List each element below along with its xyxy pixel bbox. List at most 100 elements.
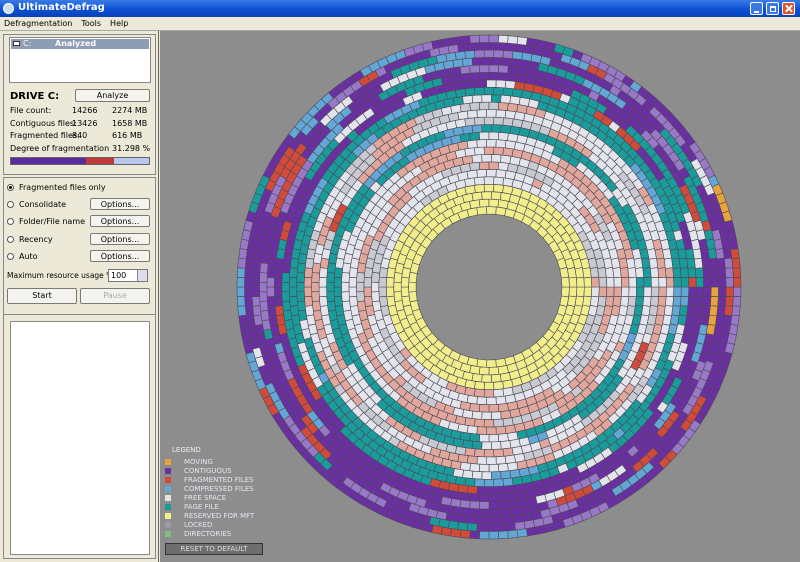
disk-block (245, 310, 255, 322)
start-button[interactable]: Start (7, 288, 77, 304)
disk-block (490, 441, 502, 450)
disk-block (481, 154, 492, 163)
analyze-button[interactable]: Analyze (75, 89, 150, 102)
disk-block (326, 272, 335, 283)
menu-item[interactable]: Tools (81, 19, 102, 28)
disk-block (686, 257, 696, 269)
disk-block (695, 267, 704, 279)
disk-block (251, 276, 260, 288)
drive-list[interactable]: C: Analyzed (9, 37, 151, 83)
disk-block (478, 531, 490, 540)
radio-button[interactable] (7, 235, 14, 243)
disk-block (490, 57, 502, 66)
radio-label[interactable]: Folder/File name (19, 217, 86, 227)
minimize-button[interactable] (750, 2, 763, 15)
disk-block (493, 478, 504, 488)
disk-block (665, 295, 674, 307)
legend-label: DIRECTORIES (184, 530, 232, 538)
disk-block (620, 276, 630, 288)
disk-block (591, 276, 600, 288)
disk-block (464, 117, 476, 127)
disk-block (259, 262, 269, 274)
radio-label[interactable]: Consolidate (19, 200, 67, 210)
disk-block (701, 257, 711, 269)
disk-block (333, 286, 343, 298)
disk-block (730, 248, 740, 260)
radio-label[interactable]: Fragmented files only (19, 183, 106, 192)
disk-block (483, 49, 495, 58)
disk-block (525, 526, 538, 537)
disk-block (495, 79, 507, 89)
drive-row[interactable]: C: Analyzed (11, 39, 149, 49)
stat-text: Fragmented files: (10, 131, 80, 140)
title-bar: UltimateDefrag (0, 0, 800, 17)
options-button[interactable]: Options... (90, 232, 150, 245)
disk-block (478, 161, 490, 170)
disk-block (730, 314, 740, 326)
disk-block (490, 411, 502, 420)
disk-block (504, 80, 516, 90)
radio-label[interactable]: Auto (19, 251, 38, 261)
disk-block (466, 42, 478, 52)
reset-button[interactable]: RESET TO DEFAULT (165, 543, 263, 555)
menu-item[interactable]: Defragmentation (4, 19, 73, 28)
disk-block (266, 276, 275, 288)
maximize-button[interactable] (766, 2, 779, 15)
disk-block (612, 267, 622, 279)
radio-button[interactable] (7, 201, 14, 209)
disk-block (274, 295, 283, 307)
disk-block (716, 305, 726, 317)
disk-block (495, 425, 507, 435)
disk-block (483, 516, 495, 525)
radio-button[interactable] (7, 184, 14, 191)
disk-block (493, 388, 505, 398)
radio-button[interactable] (7, 252, 14, 260)
resource-label: Maximum resource usage % (7, 271, 114, 280)
disk-block (474, 478, 485, 488)
disk-block (471, 124, 483, 134)
radio-label[interactable]: Recency (19, 234, 53, 244)
disk-block (462, 95, 474, 105)
disk-block (281, 272, 291, 283)
disk-block (613, 276, 623, 288)
close-button[interactable] (782, 2, 795, 15)
disk-block (488, 34, 500, 43)
disk-block (333, 276, 343, 288)
disk-block (304, 267, 313, 279)
stat-text: Degree of fragmentation (10, 143, 110, 153)
pause-button[interactable]: Pause (80, 288, 150, 304)
bar-fragmented (86, 158, 114, 164)
disk-block (244, 281, 253, 293)
disk-block (627, 267, 637, 279)
disk-block (471, 94, 483, 104)
disk-block (378, 286, 387, 298)
disk-block (495, 139, 507, 149)
legend-swatch (165, 513, 171, 519)
disk-block (474, 515, 485, 525)
disk-block (502, 515, 514, 524)
disk-block (493, 176, 505, 186)
resource-input[interactable]: 100 (108, 269, 148, 282)
options-button[interactable]: Options... (90, 198, 150, 211)
disk-block (627, 295, 637, 307)
disk-block (483, 478, 495, 488)
disk-block (471, 57, 483, 66)
menu-item[interactable]: Help (110, 19, 129, 28)
disk-block (497, 102, 509, 111)
disk-block (341, 281, 350, 293)
disk-block (464, 477, 476, 487)
options-button[interactable]: Options... (90, 215, 150, 228)
spinner[interactable] (137, 270, 147, 281)
disk-block (274, 305, 284, 317)
disk-block (318, 276, 328, 288)
disk-block (318, 286, 328, 298)
stat-text: Contiguous files: (10, 118, 77, 128)
disk-block (495, 395, 507, 405)
disk-block (471, 154, 483, 164)
disk-block (476, 426, 488, 435)
disk-block (274, 267, 283, 279)
radio-button[interactable] (7, 218, 14, 226)
options-button[interactable]: Options... (90, 249, 150, 262)
legend-swatch (165, 459, 171, 465)
disk-block (466, 455, 478, 465)
